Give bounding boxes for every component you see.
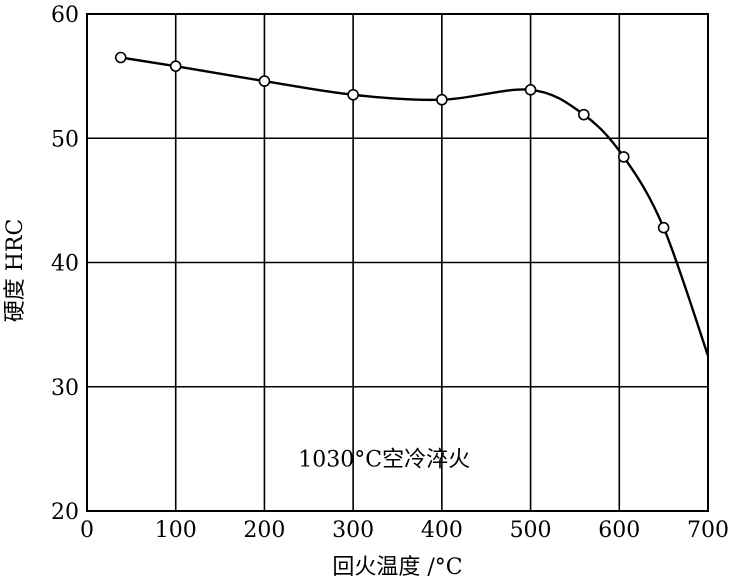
series-line xyxy=(120,56,710,357)
data-point xyxy=(169,60,182,72)
y-tick-label: 60 xyxy=(51,3,79,28)
data-point xyxy=(347,88,359,101)
data-point xyxy=(258,75,271,87)
x-tick-label: 100 xyxy=(155,518,197,543)
tick-labels: 0 100 200 300 400 500 600 700 20 30 40 50 60 xyxy=(51,3,729,543)
y-tick-label: 30 xyxy=(51,376,79,401)
x-tick-label: 300 xyxy=(332,518,374,543)
data-point xyxy=(524,83,537,96)
data-point xyxy=(114,51,127,64)
y-tick-label: 40 xyxy=(51,252,79,277)
x-tick-label: 200 xyxy=(243,518,285,543)
x-tick-label: 700 xyxy=(687,518,729,543)
grid xyxy=(87,14,708,511)
data-points xyxy=(114,51,670,234)
data-point xyxy=(617,151,630,163)
y-axis-title: 硬度 HRC xyxy=(3,219,28,323)
plot-frame xyxy=(86,13,709,512)
x-tick-label: 400 xyxy=(421,518,463,543)
y-tick-label: 50 xyxy=(51,127,79,152)
data-point xyxy=(577,108,590,121)
data-point xyxy=(436,93,448,106)
data-point xyxy=(657,221,670,234)
chart-annotation: 1030°C空冷淬火 xyxy=(298,447,470,472)
x-tick-label: 500 xyxy=(510,518,552,543)
x-tick-label: 600 xyxy=(598,518,640,543)
x-tick-label: 0 xyxy=(80,518,94,543)
x-axis-title: 回火温度 /°C xyxy=(332,555,462,580)
y-tick-label: 20 xyxy=(51,500,79,525)
